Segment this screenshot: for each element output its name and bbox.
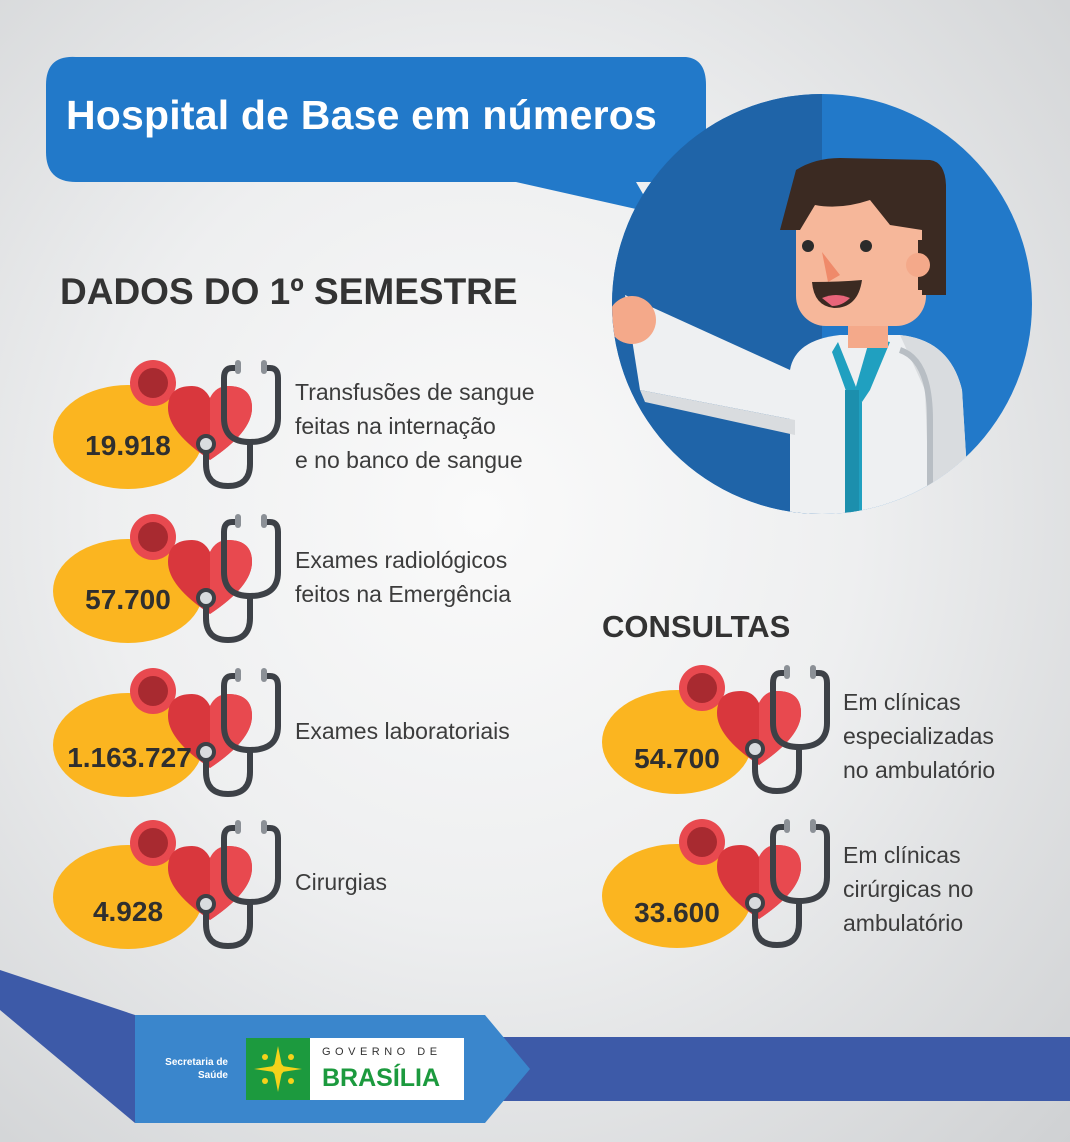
semester-heading: DADOS DO 1º SEMESTRE: [60, 271, 518, 312]
value-ellipse: [602, 844, 752, 948]
title-bubble: [46, 56, 706, 213]
stethoscope-icon: [752, 670, 830, 795]
stat-label: Exames laboratoriais: [295, 718, 510, 744]
heart-icon: [130, 360, 252, 460]
consultas-heading: CONSULTAS: [602, 609, 791, 644]
value-ellipse: [53, 693, 203, 797]
value-ellipse: [53, 845, 203, 949]
stethoscope-icon: [752, 824, 830, 949]
brasilia-emblem-icon: [246, 1038, 310, 1100]
stethoscope-icon: [203, 825, 281, 950]
doctor-illustration: [612, 94, 1032, 514]
governo-bottom-text: BRASÍLIA: [322, 1064, 441, 1092]
stat-label: Transfusões de sangue feitas na internaç…: [295, 379, 535, 473]
stat-radiology: 57.700: [52, 500, 282, 650]
value-ellipse: [53, 385, 203, 489]
stat-value: 4.928: [92, 896, 164, 927]
stat-value: 57.700: [85, 584, 171, 615]
stat-transfusions: 19.918: [52, 346, 282, 496]
stat-value: 33.600: [634, 897, 720, 928]
stat-laboratory: 1.163.727: [52, 654, 282, 804]
secretaria-label: Secretaria de Saúde: [165, 1057, 228, 1081]
heart-icon: [130, 514, 252, 614]
governo-top-text: GOVERNO DE: [322, 1046, 442, 1058]
stat-specialized: 54.700: [601, 651, 831, 801]
stat-surgical: 33.600: [601, 805, 831, 955]
stat-label: Em clínicas cirúrgicas no ambulatório: [843, 842, 974, 936]
heart-icon: [679, 665, 801, 765]
heart-icon: [130, 668, 252, 768]
heart-icon: [130, 820, 252, 920]
value-ellipse: [602, 690, 752, 794]
stat-label: Cirurgias: [295, 869, 388, 895]
stat-label: Exames radiológicos feitos na Emergência: [295, 547, 512, 607]
stethoscope-icon: [203, 365, 281, 490]
stethoscope-icon: [203, 519, 281, 644]
stat-value: 19.918: [85, 430, 171, 461]
value-ellipse: [53, 539, 203, 643]
stat-value: 54.700: [634, 743, 720, 774]
stethoscope-icon: [203, 673, 281, 798]
heart-icon: [679, 819, 801, 919]
stat-surgeries: 4.928: [52, 806, 282, 956]
footer-banner: [0, 970, 1070, 1123]
page-title: Hospital de Base em números: [66, 92, 657, 138]
stat-label: Em clínicas especializadas no ambulatóri…: [843, 689, 996, 783]
stat-value: 1.163.727: [67, 742, 192, 773]
